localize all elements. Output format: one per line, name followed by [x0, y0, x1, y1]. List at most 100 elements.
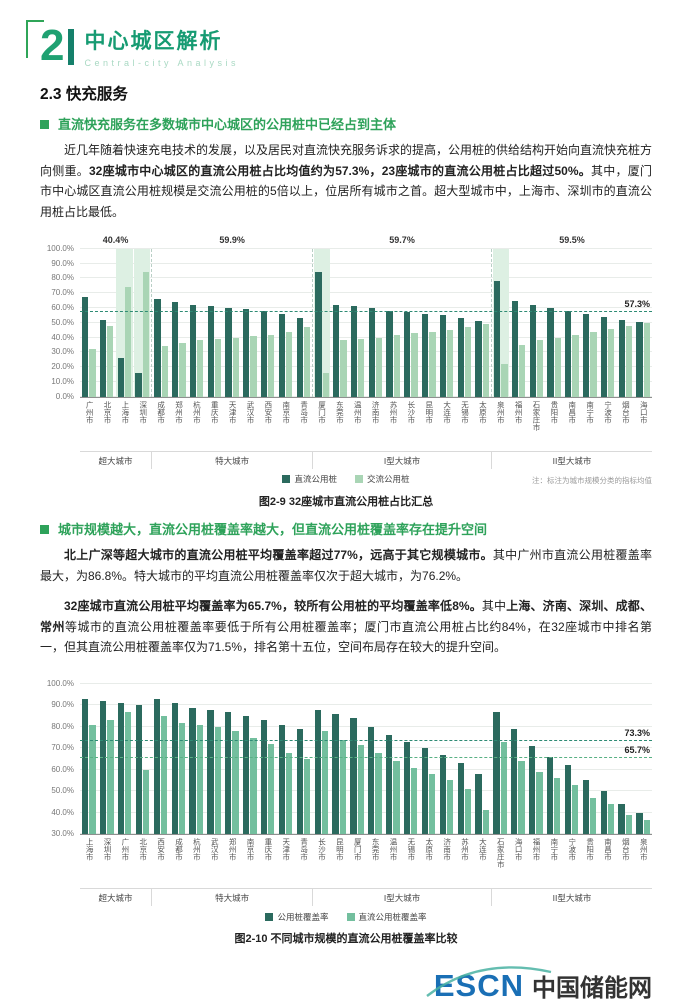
bar-series1	[636, 812, 643, 834]
city-slot	[473, 684, 491, 834]
bar-series2	[429, 774, 436, 834]
city-name-label: 烟台市	[621, 400, 631, 424]
x-label-cell: 上海市	[80, 838, 98, 886]
bar-pair	[296, 249, 311, 397]
chapter-title: 中心城区解析	[84, 29, 223, 53]
city-slot	[259, 684, 277, 834]
text-run: 32座城市中心城区的直流公用桩占比均值约为57.3%，23座城市的直流公用桩占比…	[88, 163, 591, 178]
bar-series1	[99, 319, 107, 397]
city-name-label: 海口市	[639, 400, 649, 424]
city-slot	[241, 684, 259, 834]
bar-pair	[135, 684, 150, 834]
bar-series1	[117, 703, 125, 834]
legend-item: 直流公用桩覆盖率	[346, 910, 427, 923]
city-name-label: 贵阳市	[549, 400, 559, 424]
gridline	[80, 306, 652, 308]
bar-pair	[332, 684, 346, 834]
key-finding-heading-1: 直流快充服务在多数城市中心城区的公用桩中已经占到主体	[40, 116, 652, 134]
bar-pair	[529, 684, 543, 834]
city-slot	[98, 249, 116, 397]
y-tick-label: 0.0%	[55, 391, 74, 401]
bar-series1	[207, 709, 214, 834]
paragraph-1: 近几年随着快速充电技术的发展，以及居民对直流快充服务诉求的提高，公用桩的供给结构…	[40, 140, 652, 223]
bar-series2	[482, 810, 489, 834]
x-label-group: 上海市 深圳市 广州市 北京市	[80, 838, 152, 886]
page-footer: ESCN 中国储能网	[40, 962, 652, 1001]
text-run: 等城市的直流公用桩覆盖率要低于所有公用桩覆盖率；厦门市直流公用桩占比约84%，在…	[40, 619, 652, 655]
bar-series1	[332, 714, 339, 834]
city-name-label: 杭州市	[192, 400, 202, 424]
city-name-label: 长沙市	[317, 838, 327, 861]
bar-series1	[547, 307, 554, 397]
chapter-subtitle: Central-city Analysis	[84, 57, 240, 68]
city-name-label: 昆明市	[424, 400, 434, 424]
bar-group: 59.7%	[313, 235, 492, 397]
text-run: 其中，厦门市中心城区直流公用桩规模是交流公用桩的5倍以上，位居所有城市之首。超大…	[40, 163, 652, 220]
bar-series1	[189, 304, 197, 397]
city-slot	[598, 684, 616, 834]
city-name-label: 成都市	[156, 400, 166, 424]
bar-pair	[475, 249, 489, 397]
x-label-cell: 南京市	[277, 401, 295, 449]
bar-pair	[100, 684, 114, 834]
bar-series2	[143, 769, 150, 834]
bar-groups: 40.4% 59.9% 59.7% 59.5%	[80, 235, 652, 397]
bar-series2	[643, 820, 650, 834]
city-name-label: 郑州市	[174, 400, 184, 424]
x-label-cell: 石家庄市	[527, 401, 545, 449]
bar-series2	[161, 346, 168, 397]
city-name-label: 大连市	[478, 838, 488, 861]
chart-caption: 图2-10 不同城市规模的直流公用桩覆盖率比较	[234, 933, 458, 945]
group-label: 超大城市	[80, 889, 153, 906]
bar-series2	[232, 337, 239, 397]
bar-pair	[636, 684, 650, 834]
bar-pair	[439, 684, 454, 834]
chart-fig2-9: 0.0% 10.0% 20.0% 30.0% 40.0% 50.0% 60.0% 70.0% 8…	[40, 233, 652, 509]
y-tick-label: 50.0%	[51, 786, 74, 796]
bar-series2	[554, 337, 561, 397]
bar-pair	[260, 249, 275, 397]
group-label: I型大城市	[313, 889, 492, 906]
bar-series2	[482, 324, 489, 397]
text-run: 其中	[481, 599, 507, 614]
x-label-cell: 重庆市	[259, 838, 277, 886]
city-name-label: 成都市	[174, 838, 184, 861]
bar-pair	[117, 684, 132, 834]
group-label: I型大城市	[313, 451, 492, 469]
bar-series1	[565, 310, 572, 397]
key-finding-text-1: 直流快充服务在多数城市中心城区的公用桩中已经占到主体	[58, 117, 397, 132]
city-slot	[438, 684, 456, 834]
bullet-square-icon	[40, 524, 49, 534]
chart-body: 0.0% 10.0% 20.0% 30.0% 40.0% 50.0% 60.0% 70.0% 8…	[40, 233, 652, 469]
bar-series1	[260, 720, 268, 834]
city-name-label: 郑州市	[228, 838, 238, 861]
bar-group	[491, 684, 652, 834]
city-name-label: 南宁市	[585, 400, 595, 424]
x-label-cell: 上海市	[116, 401, 134, 449]
x-label-cell: 长沙市	[402, 401, 420, 449]
city-name-label: 太原市	[424, 838, 434, 861]
bar-pair	[117, 249, 132, 397]
bar-series2	[268, 744, 275, 834]
city-name-label: 温州市	[388, 838, 398, 861]
bar-series1	[100, 701, 107, 834]
reference-line	[80, 310, 652, 312]
x-label-cell: 南宁市	[545, 838, 563, 886]
y-tick-label: 30.0%	[51, 347, 74, 357]
y-axis: 30.0% 40.0% 50.0% 60.0% 70.0% 80.0% 90.0% 100.0…	[40, 680, 80, 838]
bar-series1	[475, 321, 482, 397]
group-label: 特大城市	[152, 451, 314, 469]
bar-series2	[124, 287, 132, 397]
city-name-label: 上海市	[120, 400, 130, 424]
x-label-cell: 西安市	[152, 838, 170, 886]
city-slot	[98, 684, 116, 834]
bar-pair	[296, 684, 311, 834]
city-name-label: 厦门市	[317, 400, 327, 424]
bar-series2	[339, 739, 346, 834]
bar-pair	[278, 684, 293, 834]
x-label-group: 厦门市 东莞市 温州市 济南市 苏州市 长沙市 昆明市 大连市 无锡市 太原市	[312, 401, 491, 449]
x-label-group: 石家庄市 海口市 福州市 南宁市 宁波市 贵阳市 南昌市 烟台市 泉州市	[491, 838, 652, 886]
legend-swatch	[282, 475, 291, 484]
bar-pair	[207, 684, 221, 834]
bar-series2	[554, 778, 561, 834]
